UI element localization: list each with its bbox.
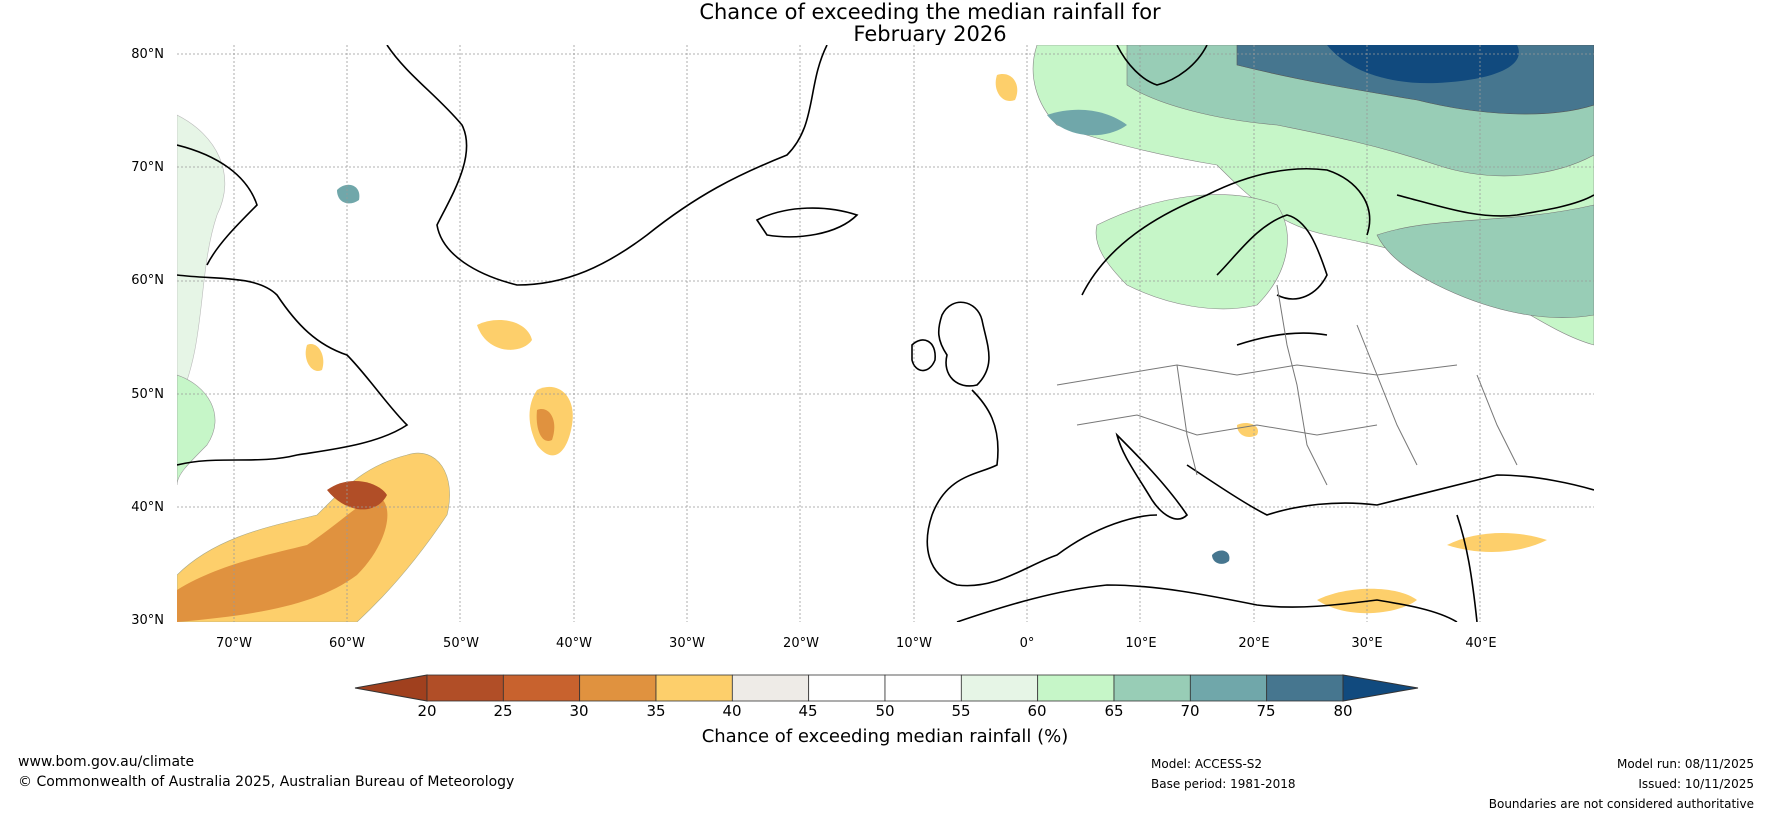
colorbar-swatch	[1037, 674, 1115, 702]
footer-model-run: Model run: 08/11/2025	[1616, 757, 1754, 771]
lon-label-0: 0°	[1019, 636, 1035, 651]
colorbar-tick: 80	[1333, 702, 1353, 720]
lon-label-70w: 70°W	[216, 636, 252, 651]
coastlines	[177, 45, 1594, 622]
rainfall-map	[177, 45, 1594, 622]
country-borders	[1056, 284, 1518, 486]
footer-issued: Issued: 10/11/2025	[1638, 777, 1754, 791]
colorbar	[354, 674, 1419, 702]
lon-label-30w: 30°W	[669, 636, 705, 651]
coast-greenland	[386, 45, 828, 286]
colorbar-swatch	[655, 674, 733, 702]
coast-labrador	[177, 274, 409, 466]
area-yellow-patch-2	[305, 344, 324, 371]
colorbar-tick: 30	[569, 702, 589, 720]
area-yellow-patch-5	[1447, 533, 1547, 552]
coast-balkans-turkey	[1186, 464, 1594, 516]
area-arctic-darkblue	[1327, 45, 1519, 84]
colorbar-tick: 35	[646, 702, 666, 720]
coast-svalbard	[1116, 45, 1208, 86]
lon-label-40e: 40°E	[1465, 636, 1497, 651]
coast-sweden-finland	[1216, 214, 1328, 300]
map-canvas	[177, 45, 1594, 622]
area-yellow-patch-6	[1237, 423, 1258, 437]
area-teal-spot-canada	[337, 184, 360, 204]
lat-label-30n: 30°N	[131, 613, 164, 628]
coast-ireland	[911, 339, 936, 372]
colorbar-tick: 40	[722, 702, 742, 720]
footer-model: Model: ACCESS-S2	[1151, 757, 1263, 771]
colorbar-swatch	[502, 674, 581, 702]
border-5	[1356, 324, 1418, 466]
border-2	[1076, 414, 1378, 436]
colorbar-tick: 55	[951, 702, 971, 720]
colorbar-swatch	[884, 674, 962, 702]
area-southwest-orange	[177, 495, 388, 622]
colorbar-tick: 50	[875, 702, 895, 720]
colorbar-swatch	[731, 674, 810, 702]
border-4	[1276, 284, 1328, 486]
lat-label-50n: 50°N	[131, 387, 164, 402]
lon-label-10w: 10°W	[896, 636, 932, 651]
area-green-canada-2	[177, 374, 216, 486]
lat-label-60n: 60°N	[131, 273, 164, 288]
area-yellow-patch-1	[477, 320, 532, 350]
lon-label-40w: 40°W	[556, 636, 592, 651]
lon-label-20e: 20°E	[1238, 636, 1270, 651]
area-russia-teal	[1376, 204, 1594, 318]
lon-label-50w: 50°W	[443, 636, 479, 651]
colorbar-label: Chance of exceeding median rainfall (%)	[701, 726, 1069, 747]
lat-label-40n: 40°N	[131, 500, 164, 515]
coast-italy	[1115, 432, 1189, 520]
lon-label-20w: 20°W	[783, 636, 819, 651]
coast-iceland	[755, 207, 859, 238]
border-1	[1056, 364, 1458, 386]
coast-britain	[937, 301, 990, 387]
area-blue-spot-med	[1212, 550, 1230, 564]
coast-levant	[1456, 514, 1478, 622]
coast-canada-arctic	[177, 144, 258, 266]
area-scandinavia-green	[1095, 194, 1288, 310]
colorbar-tick: 25	[493, 702, 513, 720]
footer-website: www.bom.gov.au/climate	[18, 754, 195, 770]
coast-europe-west	[926, 389, 1158, 587]
footer-copyright: © Commonwealth of Australia 2025, Austra…	[18, 774, 515, 790]
area-midatlantic-orange	[536, 409, 555, 441]
colorbar-tick: 45	[798, 702, 818, 720]
area-southwest-brown	[327, 480, 387, 510]
lat-label-70n: 70°N	[131, 160, 164, 175]
border-6	[1476, 374, 1518, 466]
colorbar-swatch	[808, 674, 886, 702]
area-barents-blue	[1047, 109, 1127, 136]
lon-label-10e: 10°E	[1125, 636, 1157, 651]
colorbar-swatch	[426, 674, 504, 702]
colorbar-tick: 70	[1180, 702, 1200, 720]
coast-north-africa	[956, 584, 1458, 622]
colorbar-extend-low	[354, 674, 428, 702]
border-3	[1176, 364, 1198, 476]
footer-base-period: Base period: 1981-2018	[1151, 777, 1296, 791]
footer-disclaimer: Boundaries are not considered authoritat…	[1488, 797, 1754, 811]
chart-title-line-2: February 2026	[853, 22, 1007, 46]
chart-title-line-1: Chance of exceeding the median rainfall …	[699, 0, 1161, 24]
coast-russia-arctic	[1396, 194, 1594, 217]
coast-baltic	[1236, 332, 1328, 346]
colorbar-swatch	[1189, 674, 1268, 702]
colorbar-tick: 20	[417, 702, 437, 720]
colorbar-tick: 60	[1027, 702, 1047, 720]
graticule	[177, 45, 1594, 622]
colorbar-swatch	[960, 674, 1039, 702]
colorbar-swatch	[579, 674, 657, 702]
colorbar-swatch	[1113, 674, 1191, 702]
lon-label-30e: 30°E	[1351, 636, 1383, 651]
lat-label-80n: 80°N	[131, 47, 164, 62]
area-green-canada	[177, 114, 226, 406]
coast-norway	[1081, 167, 1371, 296]
colorbar-tick: 65	[1104, 702, 1124, 720]
colorbar-extend-high	[1342, 674, 1419, 702]
colorbar-swatch	[1266, 674, 1344, 702]
lon-label-60w: 60°W	[329, 636, 365, 651]
area-yellow-patch-3	[995, 74, 1018, 101]
colorbar-tick: 75	[1256, 702, 1276, 720]
